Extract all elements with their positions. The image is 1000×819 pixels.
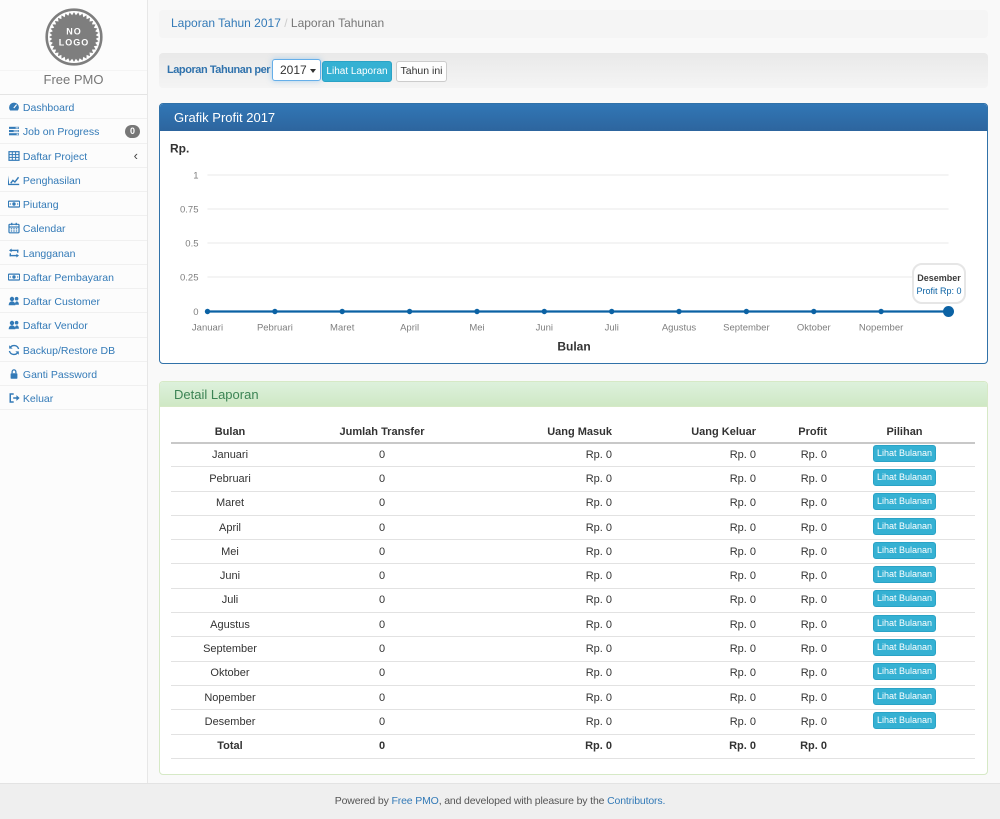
svg-text:Juli: Juli bbox=[605, 323, 619, 334]
svg-text:0.25: 0.25 bbox=[180, 273, 199, 284]
svg-text:Rp.: Rp. bbox=[170, 142, 189, 156]
svg-text:0.75: 0.75 bbox=[180, 205, 199, 216]
svg-text:0: 0 bbox=[193, 307, 198, 318]
svg-text:Bulan: Bulan bbox=[557, 340, 590, 354]
svg-text:Juni: Juni bbox=[536, 323, 553, 334]
svg-text:LOGO: LOGO bbox=[58, 38, 89, 48]
svg-text:Pebruari: Pebruari bbox=[257, 323, 293, 334]
svg-text:1: 1 bbox=[193, 171, 198, 182]
svg-text:0.5: 0.5 bbox=[185, 239, 198, 250]
svg-text:NO: NO bbox=[66, 27, 82, 37]
svg-text:Agustus: Agustus bbox=[662, 323, 697, 334]
svg-text:April: April bbox=[400, 323, 419, 334]
svg-text:Maret: Maret bbox=[330, 323, 355, 334]
svg-text:Oktober: Oktober bbox=[797, 323, 831, 334]
svg-text:Januari: Januari bbox=[192, 323, 223, 334]
svg-text:Nopember: Nopember bbox=[859, 323, 903, 334]
svg-text:September: September bbox=[723, 323, 769, 334]
svg-text:Mei: Mei bbox=[469, 323, 484, 334]
